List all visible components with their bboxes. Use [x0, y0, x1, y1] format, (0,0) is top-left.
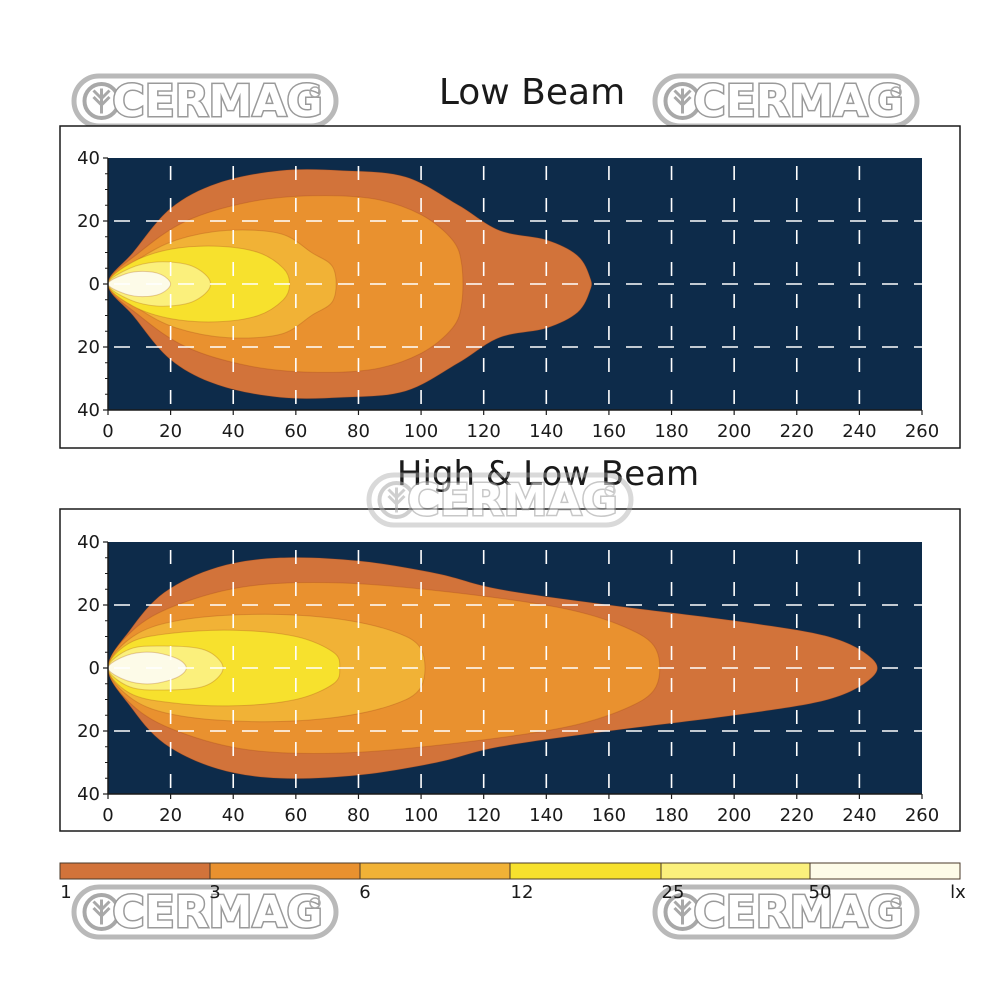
x-tick-label: 260 — [905, 805, 939, 826]
y-tick-label: 0 — [89, 274, 100, 295]
legend-label: 50 — [809, 882, 832, 903]
x-tick-label: 80 — [347, 805, 370, 826]
y-tick-label: 40 — [77, 400, 100, 421]
legend-label: 3 — [209, 882, 220, 903]
x-tick-label: 120 — [467, 421, 501, 442]
watermark-text: CERMAG — [693, 76, 903, 127]
y-tick-label: 20 — [77, 211, 100, 232]
legend-label: 25 — [662, 882, 685, 903]
watermark-pill — [366, 472, 634, 528]
watermark-pill — [652, 884, 920, 940]
x-tick-label: 220 — [780, 805, 814, 826]
lux-legend: 1 3 6 12 25 50 lx — [59, 862, 966, 903]
legend-label: 12 — [511, 882, 534, 903]
y-tick-label: 20 — [77, 595, 100, 616]
x-tick-label: 60 — [284, 805, 307, 826]
chart-title: High & Low Beam — [397, 454, 699, 494]
cermag-watermark: CERMAG — [71, 884, 339, 940]
x-tick-label: 40 — [222, 805, 245, 826]
legend-swatch — [660, 862, 811, 880]
chart-title: Low Beam — [439, 72, 625, 113]
grid — [108, 158, 922, 410]
x-tick-label: 200 — [717, 421, 751, 442]
cermag-watermark: CERMAG — [71, 73, 339, 129]
x-tick-label: 140 — [529, 421, 563, 442]
high-low-beam-chart: High & Low Beam 0 20 40 60 80 100 120 140 160 180… — [59, 454, 961, 832]
x-tick-label: 160 — [592, 805, 626, 826]
x-tick-label: 100 — [404, 421, 438, 442]
legend-swatch — [59, 862, 211, 880]
x-tick-label: 100 — [404, 805, 438, 826]
y-tick-label: 40 — [77, 532, 100, 553]
wheat-leaf-icon — [377, 481, 416, 519]
watermark-text: CERMAG — [112, 887, 322, 938]
cermag-watermark: CERMAG — [652, 884, 920, 940]
isolux-contours — [108, 556, 878, 780]
legend-label: 1 — [60, 882, 71, 903]
x-tick-label: 160 — [592, 421, 626, 442]
watermark-text: CERMAG — [693, 887, 903, 938]
y-tick-label: 40 — [77, 148, 100, 169]
low-beam-chart: Low Beam 0 20 40 60 80 100 120 140 160 180 200 220 2… — [59, 72, 961, 449]
watermark-overlay: CERMAG — [366, 472, 634, 528]
legend-swatch — [359, 862, 511, 880]
wheat-leaf-icon — [82, 893, 121, 931]
x-tick-label: 220 — [780, 421, 814, 442]
grid — [108, 542, 922, 794]
legend-swatch — [209, 862, 361, 880]
x-tick-label: 0 — [102, 421, 113, 442]
x-tick-label: 20 — [159, 421, 182, 442]
x-tick-label: 180 — [654, 421, 688, 442]
contour-50-lx — [108, 270, 172, 298]
legend-swatch — [809, 862, 961, 880]
y-tick-label: 20 — [77, 337, 100, 358]
watermark-text: CERMAG — [112, 76, 322, 127]
x-tick-label: 200 — [717, 805, 751, 826]
plot-area: 0 20 40 60 80 100 120 140 160 180 200 220 240 2604020… — [77, 532, 939, 826]
legend-unit: lx — [950, 882, 966, 903]
plot-area: 0 20 40 60 80 100 120 140 160 180 200 220 240 2604020… — [77, 148, 939, 442]
watermark-pill — [71, 884, 339, 940]
y-tick-label: 40 — [77, 784, 100, 805]
wheat-leaf-icon — [663, 82, 702, 120]
x-tick-label: 0 — [102, 805, 113, 826]
watermarks: CERMAG CERMAG CERMAG CERMAG — [71, 73, 920, 940]
y-tick-label: 20 — [77, 721, 100, 742]
watermark-text: CERMAG — [407, 475, 617, 526]
legend-swatch — [509, 862, 662, 880]
x-tick-label: 180 — [654, 805, 688, 826]
x-tick-label: 140 — [529, 805, 563, 826]
x-tick-label: 120 — [467, 805, 501, 826]
legend-label: 6 — [359, 882, 370, 903]
cermag-watermark: CERMAG — [652, 73, 920, 129]
x-tick-label: 40 — [222, 421, 245, 442]
x-tick-label: 260 — [905, 421, 939, 442]
x-tick-label: 20 — [159, 805, 182, 826]
cermag-watermark: CERMAG — [366, 472, 634, 528]
x-tick-label: 240 — [842, 421, 876, 442]
x-tick-label: 60 — [284, 421, 307, 442]
wheat-leaf-icon — [82, 82, 121, 120]
y-tick-label: 0 — [89, 658, 100, 679]
x-tick-label: 240 — [842, 805, 876, 826]
x-tick-label: 80 — [347, 421, 370, 442]
wheat-leaf-icon — [663, 893, 702, 931]
